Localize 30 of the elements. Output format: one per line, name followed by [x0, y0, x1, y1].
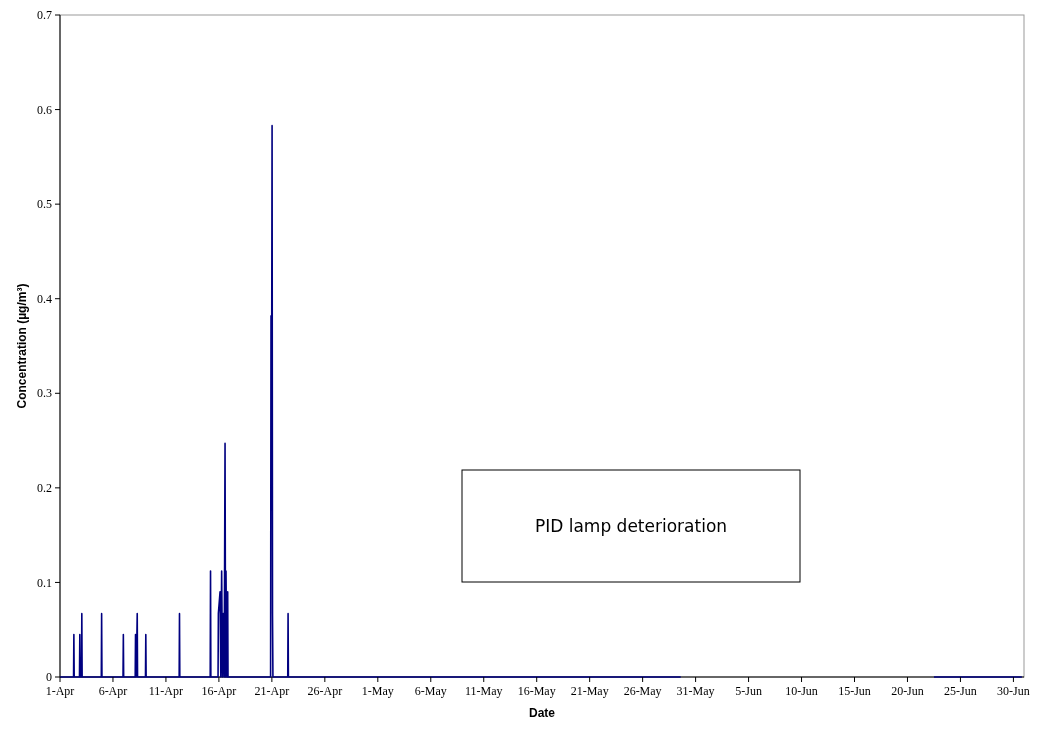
x-tick-label: 31-May — [676, 684, 715, 698]
y-tick-label: 0.4 — [37, 291, 52, 306]
y-tick-label: 0.6 — [37, 102, 52, 117]
x-tick-label: 26-Apr — [307, 684, 343, 698]
y-tick-label: 0.3 — [37, 386, 52, 401]
x-tick-label: 15-Jun — [838, 684, 871, 698]
y-tick-label: 0.1 — [37, 575, 52, 590]
x-axis-title: Date — [528, 706, 556, 720]
x-tick-label: 6-Apr — [98, 684, 128, 698]
x-tick-label: 5-Jun — [735, 684, 762, 698]
y-tick-label: 0.7 — [37, 8, 52, 23]
x-tick-label: 26-May — [623, 684, 662, 698]
x-tick-label: 16-May — [517, 684, 556, 698]
x-tick-label: 16-Apr — [201, 684, 237, 698]
x-tick-label: 30-Jun — [997, 684, 1030, 698]
x-tick-label: 6-May — [414, 684, 447, 698]
x-tick-label: 21-Apr — [254, 684, 290, 698]
x-tick-label: 11-Apr — [148, 684, 184, 698]
x-tick-label: 25-Jun — [944, 684, 977, 698]
annotation: PID lamp deterioration — [534, 515, 728, 536]
y-tick-label: 0.2 — [37, 481, 52, 496]
x-tick-label: 21-May — [570, 684, 609, 698]
x-tick-label: 1-Apr — [45, 684, 75, 698]
x-tick-label: 1-May — [361, 684, 394, 698]
x-tick-label: 20-Jun — [891, 684, 924, 698]
x-tick-label: 11-May — [464, 684, 503, 698]
y-tick-label: 0.5 — [37, 197, 52, 212]
x-tick-label: 10-Jun — [785, 684, 818, 698]
y-tick-label: 0 — [46, 670, 52, 685]
y-axis-title: Concentration (µg/m³) — [15, 283, 29, 409]
